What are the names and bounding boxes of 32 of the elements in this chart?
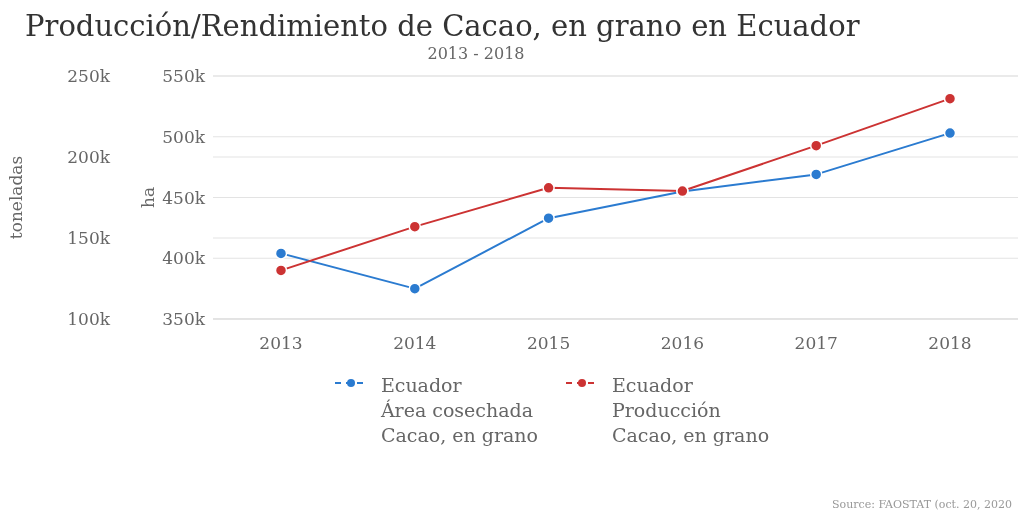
point bbox=[943, 126, 957, 140]
point bbox=[408, 282, 422, 295]
legend-label: Ecuador Área cosechada Cacao, en grano bbox=[380, 373, 538, 448]
y2-tick-label: 100k bbox=[67, 309, 111, 330]
point bbox=[274, 247, 288, 260]
x-tick-label: 2013 bbox=[259, 333, 303, 354]
x-tick-label: 2016 bbox=[660, 333, 705, 354]
y-tick-label: 400k bbox=[162, 248, 206, 269]
point bbox=[274, 264, 288, 277]
y2-tick-label: 200k bbox=[67, 147, 111, 168]
y2-tick-label: 150k bbox=[67, 228, 111, 249]
point bbox=[809, 168, 823, 181]
point bbox=[542, 211, 555, 225]
point bbox=[943, 92, 957, 105]
x-tick-label: 2015 bbox=[526, 333, 571, 354]
y-tick-label: 450k bbox=[162, 187, 206, 208]
point bbox=[542, 181, 555, 195]
y2-axis-title: toneladas bbox=[6, 155, 27, 240]
y2-tick-label: 250k bbox=[67, 66, 111, 87]
legend-label: Ecuador Producción Cacao, en grano bbox=[612, 373, 770, 448]
point bbox=[809, 139, 823, 152]
y-tick-label: 350k bbox=[162, 309, 206, 330]
x-tick-label: 2014 bbox=[393, 333, 437, 354]
source-note: Source: FAOSTAT (oct. 20, 2020 bbox=[832, 498, 1012, 511]
x-tick-label: 2018 bbox=[928, 333, 972, 354]
chart-subtitle: 2013 - 2018 bbox=[426, 44, 526, 64]
y-axis-title: ha bbox=[138, 186, 159, 209]
point bbox=[408, 220, 422, 233]
x-tick-label: 2017 bbox=[794, 333, 838, 354]
y-tick-label: 550k bbox=[162, 66, 206, 87]
chart-title: Producción/Rendimiento de Cacao, en grano en Ecuador bbox=[25, 8, 861, 44]
y-tick-label: 500k bbox=[162, 126, 206, 147]
